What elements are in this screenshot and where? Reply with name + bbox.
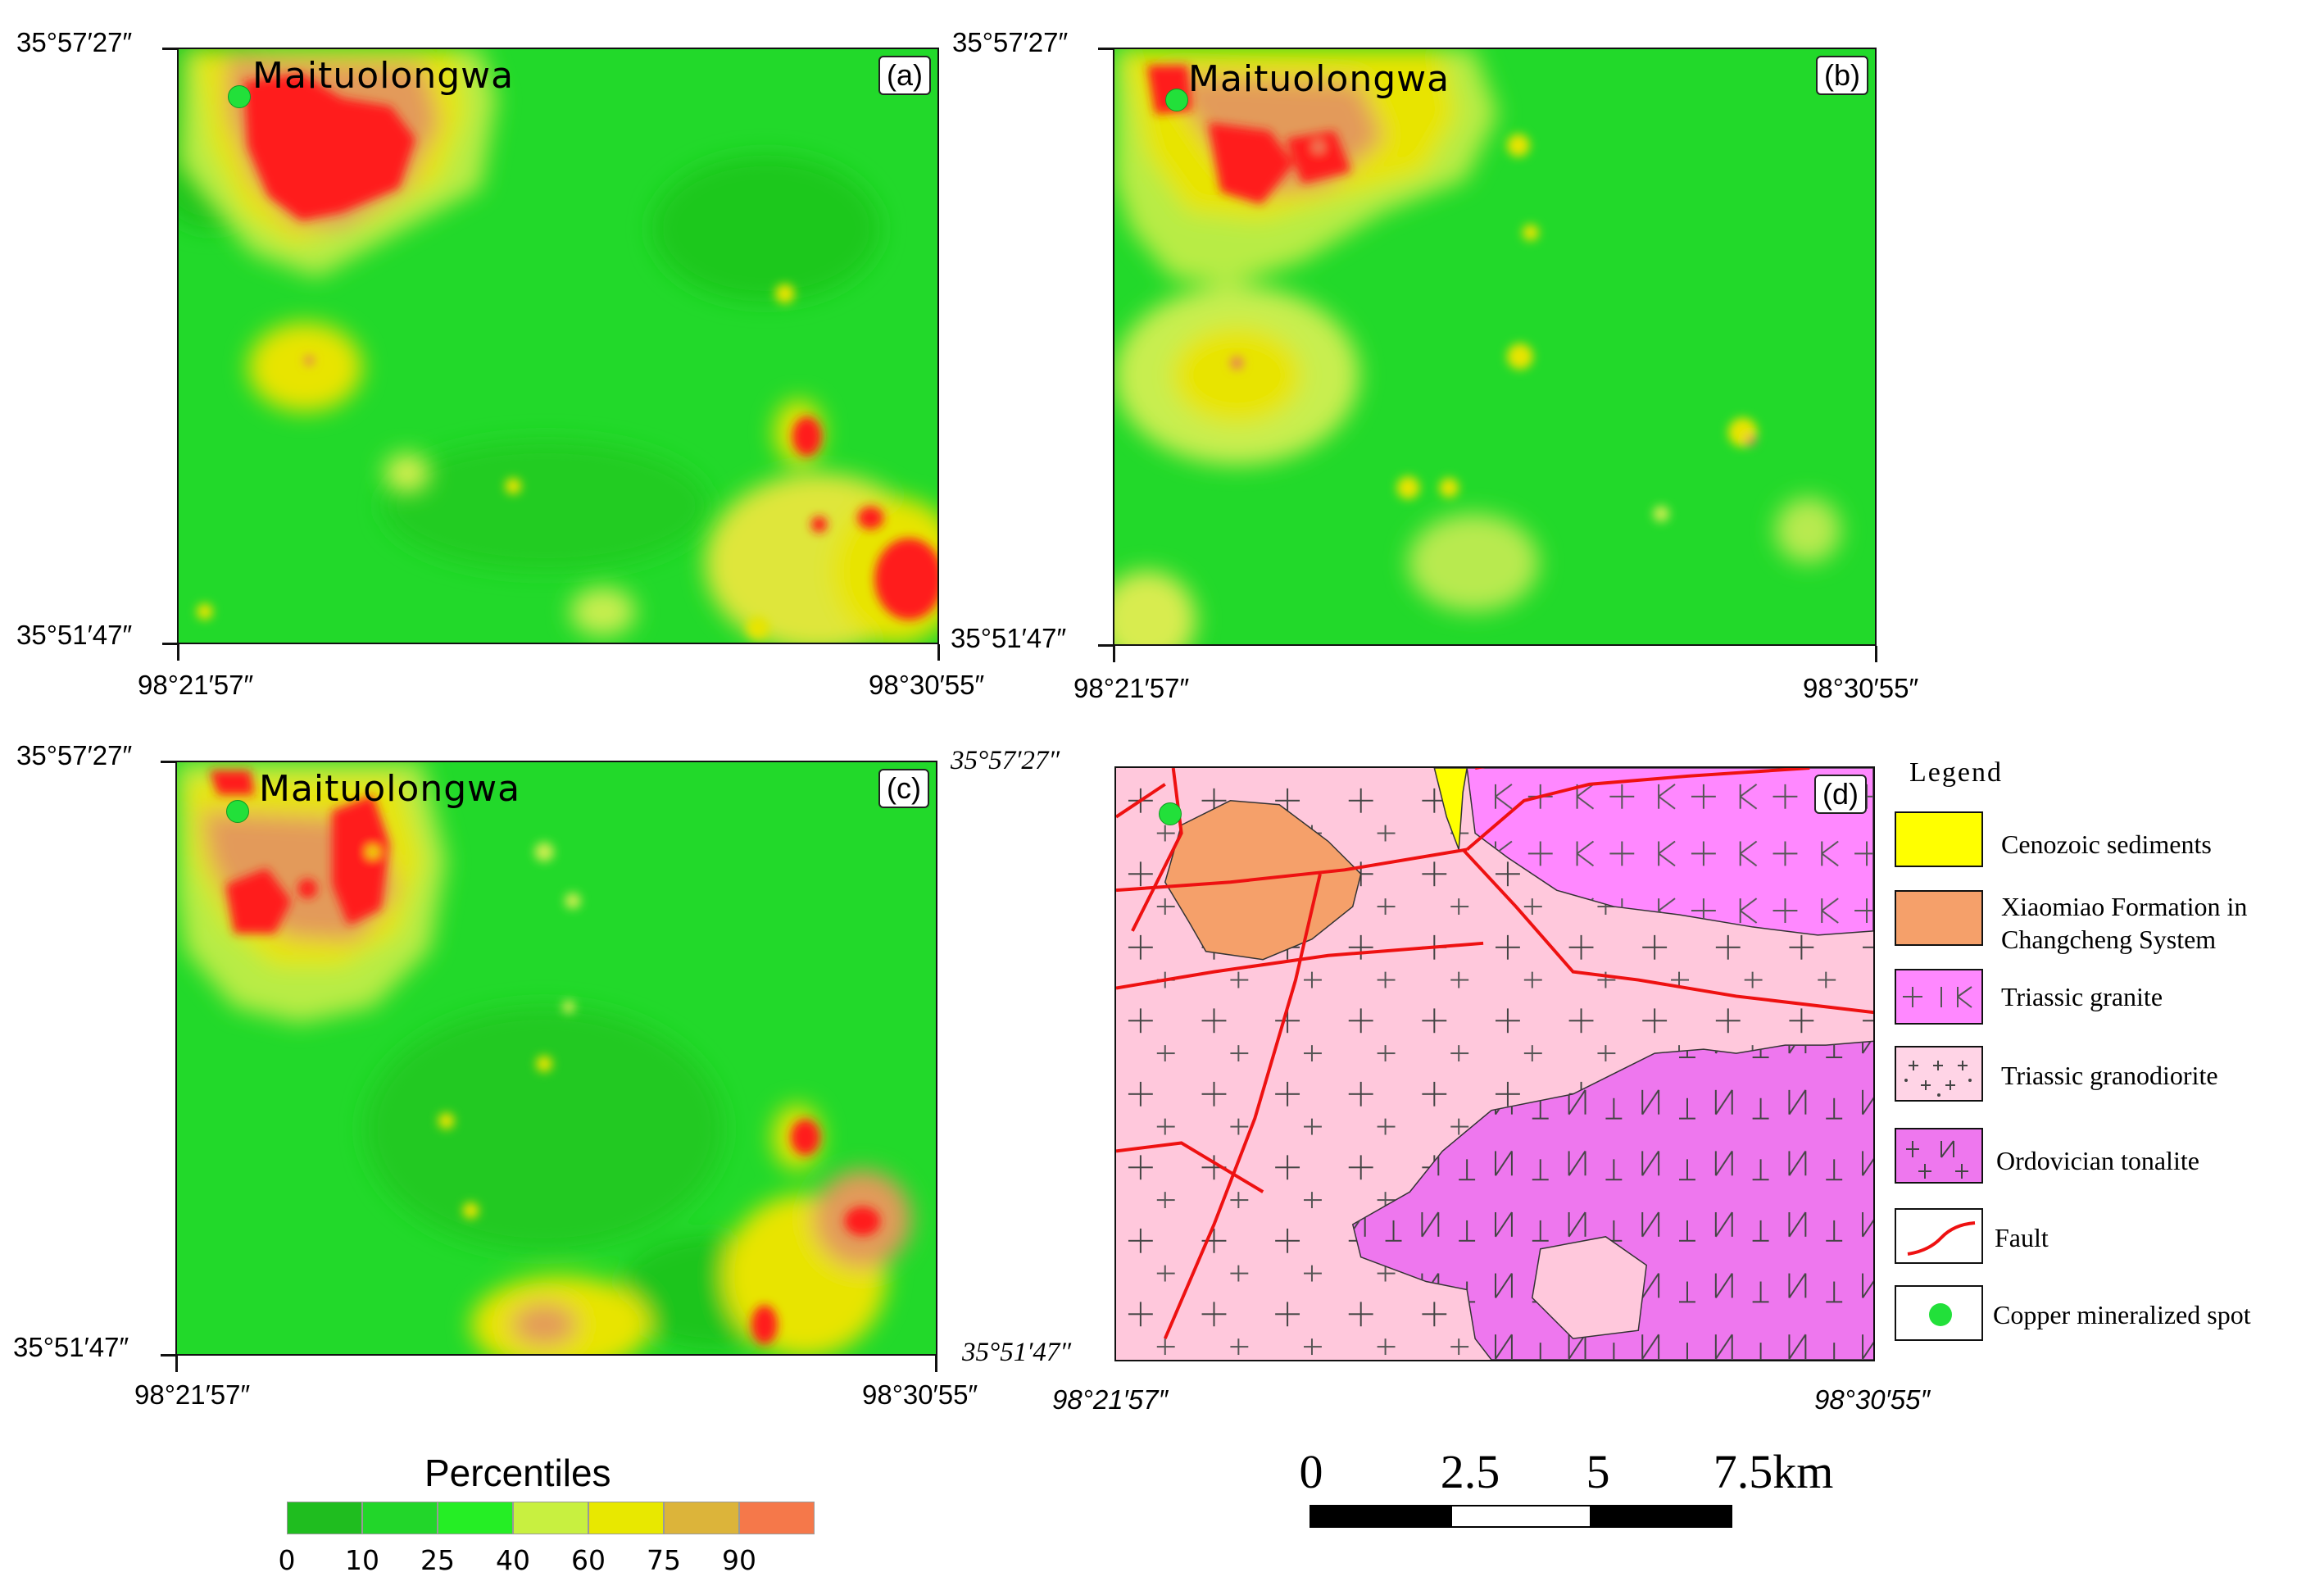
- copper-spot-dot: [1165, 89, 1188, 111]
- percentile-swatch: [287, 1502, 362, 1534]
- copper-spot-dot: [1159, 802, 1182, 825]
- coord-east-b: 98°30′55″: [1803, 673, 1919, 703]
- tick-mark: [1113, 646, 1115, 662]
- legend-swatch-copper-spot: [1895, 1285, 1983, 1341]
- coord-south-c: 35°51′47″: [13, 1332, 129, 1362]
- anomaly-map-a: [179, 49, 937, 643]
- geology-legend-title: Legend: [1909, 757, 2003, 788]
- geology-map-panel-d: (d): [1114, 766, 1875, 1361]
- copper-spot-dot: [226, 800, 249, 823]
- map-panel-a: (a) Maituolongwa: [177, 48, 939, 644]
- panel-label-c: (c): [878, 769, 929, 808]
- scale-segment-3: [1591, 1505, 1732, 1528]
- tick-mark: [1098, 48, 1113, 50]
- coord-south-a: 35°51′47″: [16, 620, 133, 650]
- copper-spot-dot: [228, 85, 251, 108]
- tick-mark: [177, 644, 179, 661]
- coord-west-d: 98°21′57″: [1052, 1384, 1169, 1415]
- scale-label-7-5km: 7.5km: [1713, 1445, 1834, 1498]
- legend-swatch-ordovician-tonalite: [1895, 1128, 1983, 1184]
- percentile-swatch: [739, 1502, 815, 1534]
- legend-swatch-xiaomiao: [1895, 890, 1983, 946]
- tick-mark: [162, 643, 177, 645]
- legend-label-ordovician-tonalite: Ordovician tonalite: [1996, 1146, 2199, 1175]
- coord-south-b: 35°51′47″: [951, 623, 1067, 653]
- legend-label-triassic-granite: Triassic granite: [2001, 982, 2163, 1011]
- tick-mark: [161, 1354, 175, 1357]
- coord-west-a: 98°21′57″: [138, 670, 254, 700]
- coord-north-d: 35°57′27″: [951, 746, 1060, 775]
- scale-segment-2: [1450, 1505, 1591, 1528]
- percentile-swatch: [513, 1502, 588, 1534]
- legend-label-triassic-granodiorite: Triassic granodiorite: [2001, 1061, 2218, 1090]
- panel-label-b: (b): [1816, 56, 1868, 95]
- scale-segment-1: [1310, 1505, 1450, 1528]
- coord-west-c: 98°21′57″: [134, 1379, 251, 1410]
- site-label-c: Maituolongwa: [259, 768, 521, 810]
- tick-mark: [1875, 646, 1877, 662]
- tick-mark: [175, 1356, 178, 1372]
- percentile-tick-label: 25: [420, 1544, 455, 1576]
- percentile-tick-label: 10: [345, 1544, 379, 1576]
- geology-map: [1116, 768, 1873, 1360]
- legend-swatch-fault: [1895, 1208, 1983, 1264]
- percentile-tick-label: 60: [571, 1544, 606, 1576]
- coord-north-c: 35°57′27″: [16, 740, 133, 770]
- percentile-legend-title: Percentiles: [424, 1452, 611, 1494]
- percentile-tick-label: 0: [278, 1544, 296, 1576]
- legend-label-fault: Fault: [1995, 1223, 2049, 1252]
- percentile-swatch: [664, 1502, 739, 1534]
- panel-label-d: (d): [1814, 775, 1867, 814]
- coord-north-a: 35°57′27″: [16, 27, 133, 57]
- legend-label-cenozoic: Cenozoic sediments: [2001, 829, 2212, 859]
- panel-label-a: (a): [878, 56, 931, 95]
- coord-south-d: 35°51′47″: [962, 1338, 1072, 1367]
- percentile-tick-label: 90: [722, 1544, 756, 1576]
- anomaly-map-b: [1114, 49, 1875, 644]
- scale-label-2-5: 2.5: [1440, 1445, 1500, 1498]
- percentile-swatch: [588, 1502, 664, 1534]
- tick-mark: [1098, 644, 1113, 647]
- tick-mark: [161, 761, 175, 763]
- percentile-tick-label: 75: [647, 1544, 681, 1576]
- percentile-tick-label: 40: [496, 1544, 530, 1576]
- legend-label-xiaomiao-1: Xiaomiao Formation in: [2001, 892, 2248, 921]
- scale-label-5: 5: [1586, 1445, 1610, 1498]
- coord-west-b: 98°21′57″: [1073, 673, 1190, 703]
- site-label-b: Maituolongwa: [1188, 58, 1450, 100]
- legend-swatch-triassic-granite: [1895, 969, 1983, 1025]
- map-panel-c: (c) Maituolongwa: [175, 761, 937, 1356]
- copper-spot-icon: [1929, 1303, 1952, 1326]
- coord-east-d: 98°30′55″: [1814, 1384, 1931, 1415]
- percentile-swatch: [438, 1502, 513, 1534]
- scale-label-0: 0: [1299, 1445, 1323, 1498]
- tick-mark: [162, 48, 177, 50]
- map-panel-b: (b) Maituolongwa: [1113, 48, 1877, 646]
- anomaly-map-c: [177, 762, 936, 1354]
- legend-label-xiaomiao-2: Changcheng System: [2001, 925, 2217, 954]
- legend-label-copper-spot: Copper mineralized spot: [1993, 1300, 2251, 1329]
- tick-mark: [937, 644, 940, 661]
- tick-mark: [935, 1356, 937, 1372]
- coord-east-c: 98°30′55″: [862, 1379, 978, 1410]
- legend-swatch-triassic-granodiorite: [1895, 1046, 1983, 1102]
- coord-north-b: 35°57′27″: [952, 27, 1069, 57]
- legend-swatch-cenozoic: [1895, 811, 1983, 867]
- percentile-swatch: [362, 1502, 438, 1534]
- site-label-a: Maituolongwa: [252, 55, 515, 97]
- coord-east-a: 98°30′55″: [869, 670, 985, 700]
